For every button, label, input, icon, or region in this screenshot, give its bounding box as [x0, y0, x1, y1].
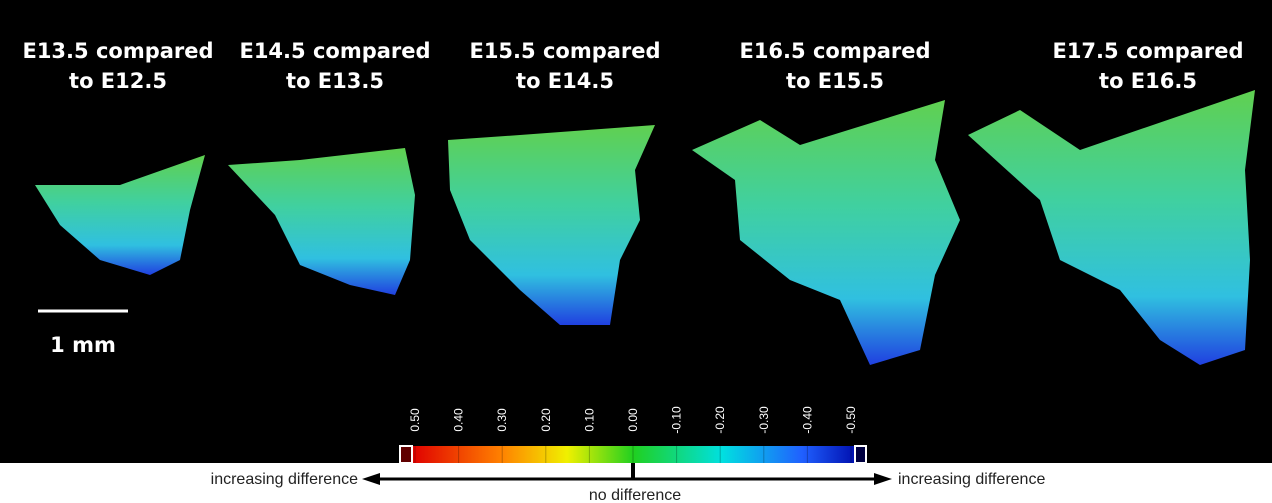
- panel-title: to E13.5: [286, 69, 384, 93]
- panel-title: E17.5 compared: [1052, 39, 1243, 63]
- panel-title: E14.5 compared: [239, 39, 430, 63]
- panel-title: E13.5 compared: [22, 39, 213, 63]
- colorbar-tick-label: 0.40: [452, 408, 466, 432]
- colorbar-tick-label: -0.50: [844, 406, 858, 434]
- specimen: [692, 100, 960, 365]
- panel-title: to E16.5: [1099, 69, 1197, 93]
- colorbar-tick-label: -0.20: [713, 406, 727, 434]
- colorbar-tick-label: 0.50: [408, 408, 422, 432]
- arrow-head-left: [362, 473, 380, 485]
- legend-left: increasing difference: [211, 471, 358, 488]
- panel-title: to E12.5: [69, 69, 167, 93]
- scale-label: 1 mm: [50, 333, 116, 357]
- colorbar-tick-label: 0.30: [495, 408, 509, 432]
- colorbar-tick-label: -0.30: [757, 406, 771, 434]
- colorbar-tick-label: -0.40: [800, 406, 814, 434]
- specimen: [35, 155, 205, 275]
- colorbar-under: [854, 445, 867, 464]
- panel-title: E16.5 compared: [739, 39, 930, 63]
- colorbar-over: [399, 445, 413, 464]
- arrow-head-right: [874, 473, 892, 485]
- panel-title: to E15.5: [786, 69, 884, 93]
- colorbar-tick-label: 0.00: [626, 408, 640, 432]
- legend-strip: [0, 463, 1272, 503]
- specimen: [228, 148, 415, 295]
- panel-title: to E14.5: [516, 69, 614, 93]
- panel-title: E15.5 compared: [469, 39, 660, 63]
- specimen: [968, 90, 1255, 365]
- legend-right: increasing difference: [898, 471, 1045, 488]
- legend-center: no difference: [589, 487, 681, 503]
- colorbar-tick-label: 0.10: [582, 408, 596, 432]
- colorbar-ticks: 0.50 0.40 0.30 0.20 0.10 0.00 -0.10 -0.20 -0.30 -…: [408, 406, 858, 463]
- titles: E13.5 compared to E12.5 E14.5 compared to E…: [22, 39, 1243, 93]
- specimens: [35, 90, 1255, 365]
- colorbar: [412, 446, 855, 463]
- colorbar-tick-label: 0.20: [539, 408, 553, 432]
- colorbar-tick-label: -0.10: [670, 406, 684, 434]
- specimen: [448, 125, 655, 325]
